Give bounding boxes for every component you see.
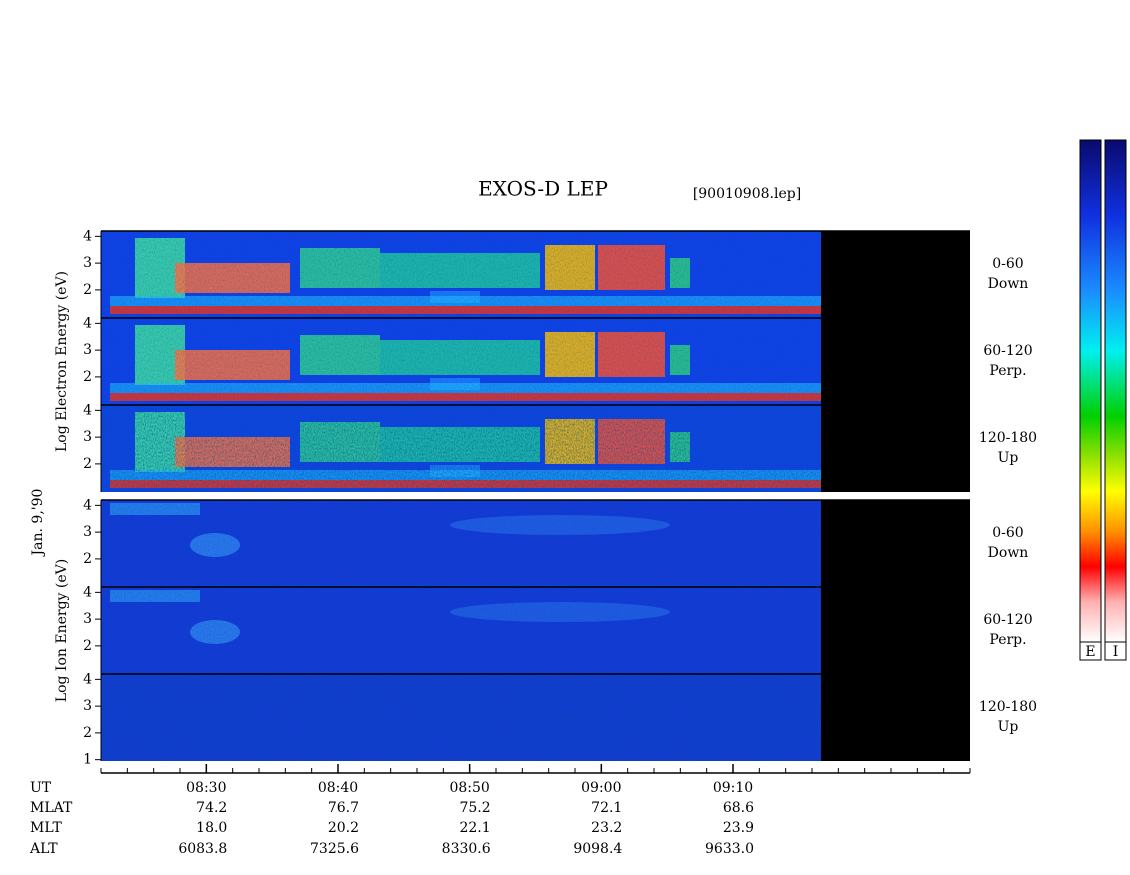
spectrogram-noise (101, 231, 821, 318)
orbit-value: 6083.8 (178, 841, 227, 857)
panel-label: 0-60 (992, 256, 1023, 272)
orbit-row-label: MLAT (30, 800, 73, 816)
orbit-row-label: UT (30, 780, 52, 796)
orbit-value: 23.2 (591, 820, 622, 836)
spectrogram-noise (101, 674, 821, 761)
orbit-value: 74.2 (196, 800, 227, 816)
y-tick-label: 4 (83, 315, 92, 331)
y-tick-label: 2 (83, 725, 92, 741)
y-tick-label: 4 (83, 228, 92, 244)
no-data-region (821, 405, 970, 492)
orbit-value: 23.9 (723, 820, 754, 836)
panel-label: 60-120 (983, 612, 1032, 628)
orbit-value: 18.0 (196, 820, 227, 836)
colorbar-label: I (1113, 644, 1119, 660)
panel-sublabel: Perp. (989, 363, 1026, 379)
y-tick-label: 3 (83, 429, 92, 445)
y-tick-label: 1 (83, 752, 92, 768)
y-tick-label: 3 (83, 255, 92, 271)
y-axis-label: Log Ion Energy (eV) (54, 559, 70, 702)
no-data-region (821, 231, 970, 318)
panel-label: 120-180 (979, 430, 1037, 446)
x-tick-label: 08:30 (186, 780, 226, 796)
no-data-region (821, 500, 970, 587)
colorbar-label-box (1104, 641, 1127, 661)
orbit-value: 9098.4 (573, 841, 622, 857)
orbit-value: 22.1 (459, 820, 490, 836)
orbit-value: 8330.6 (442, 841, 491, 857)
x-tick-label: 08:50 (449, 780, 489, 796)
panel-sublabel: Up (998, 450, 1019, 466)
orbit-value: 9633.0 (705, 841, 754, 857)
y-tick-label: 4 (83, 402, 92, 418)
x-tick-label: 08:40 (318, 780, 358, 796)
y-axis-label: Log Electron Energy (eV) (54, 271, 70, 452)
spectrogram-noise (101, 318, 821, 405)
orbit-value: 20.2 (328, 820, 359, 836)
panel-sublabel: Down (988, 545, 1029, 561)
chart-title: EXOS-D LEP (478, 177, 608, 201)
x-tick-label: 09:10 (713, 780, 753, 796)
orbit-row-label: ALT (29, 841, 58, 857)
panel-sublabel: Up (998, 719, 1019, 735)
orbit-value: 68.6 (723, 800, 754, 816)
y-tick-label: 4 (83, 497, 92, 513)
x-tick-label: 09:00 (581, 780, 621, 796)
spectrogram-noise (101, 500, 821, 587)
y-tick-label: 4 (83, 671, 92, 687)
y-tick-label: 3 (83, 611, 92, 627)
y-tick-label: 2 (83, 369, 92, 385)
orbit-value: 7325.6 (310, 841, 359, 857)
file-label: [90010908.lep] (693, 186, 801, 202)
date-label: Jan. 9,'90 (30, 489, 46, 558)
y-tick-label: 2 (83, 551, 92, 567)
panel-label: 60-120 (983, 343, 1032, 359)
orbit-row-label: MLT (30, 820, 62, 836)
y-tick-label: 3 (83, 524, 92, 540)
no-data-region (821, 318, 970, 405)
colorbar (1104, 139, 1127, 643)
no-data-region (821, 674, 970, 761)
y-tick-label: 3 (83, 342, 92, 358)
y-tick-label: 2 (83, 456, 92, 472)
colorbar (1079, 139, 1102, 643)
colorbar-label: E (1085, 644, 1095, 660)
spectrogram-noise (101, 587, 821, 674)
panel-label: 120-180 (979, 699, 1037, 715)
orbit-value: 76.7 (328, 800, 359, 816)
panel-label: 0-60 (992, 525, 1023, 541)
y-tick-label: 3 (83, 698, 92, 714)
y-tick-label: 2 (83, 638, 92, 654)
y-tick-label: 4 (83, 584, 92, 600)
orbit-value: 72.1 (591, 800, 622, 816)
no-data-region (821, 587, 970, 674)
colorbar-label-box (1079, 641, 1102, 661)
spectrogram-noise (101, 405, 821, 492)
y-tick-label: 2 (83, 282, 92, 298)
panel-sublabel: Down (988, 276, 1029, 292)
panel-sublabel: Perp. (989, 632, 1026, 648)
orbit-value: 75.2 (459, 800, 490, 816)
